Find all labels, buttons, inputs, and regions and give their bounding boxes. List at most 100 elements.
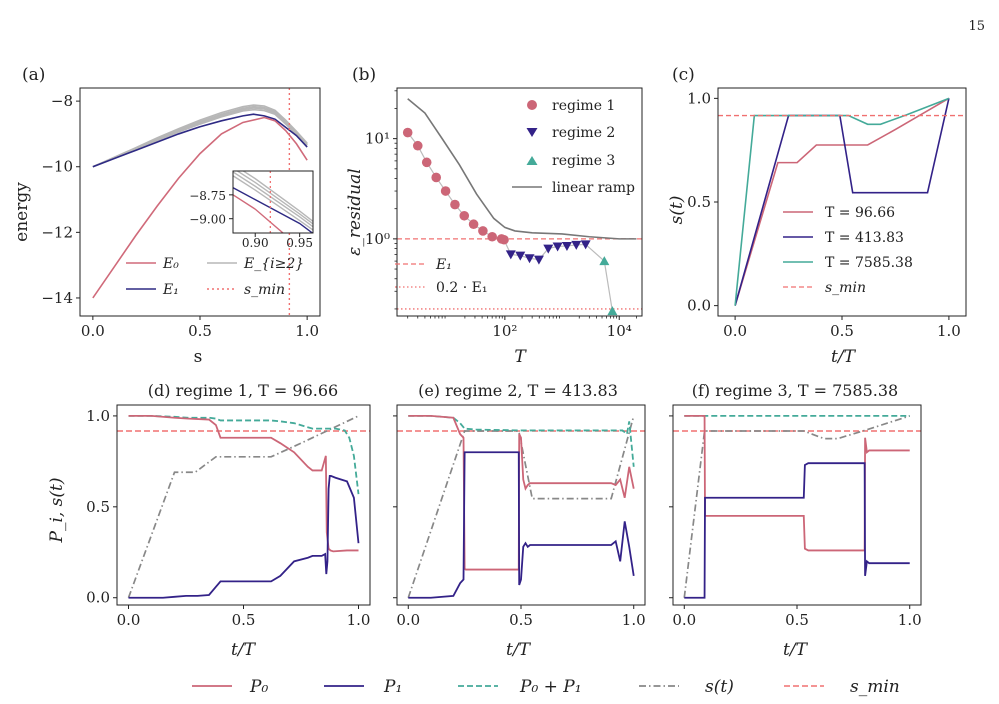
c-series-1 [734, 98, 950, 306]
legend-bottom: P₀ P₁ P₀ + P₁ s(t) s_min [192, 677, 900, 697]
d-xtick-label: 0.0 [117, 611, 141, 629]
b-regime2-point [533, 255, 544, 265]
legend-b: regime 1 regime 2 regime 3 linear ramp E… [395, 98, 635, 296]
panel-title-d: (d) regime 1, T = 96.66 [148, 381, 338, 400]
legend-b-linear-label: linear ramp [552, 180, 635, 196]
legend-p1-label: P₁ [383, 677, 402, 697]
c-ytick-label: 0.5 [687, 193, 711, 211]
b-regime2-point [543, 244, 554, 254]
legend-a: E₀ E_{i≥2} E₁ s_min [126, 256, 304, 298]
d-ytick-label: 1.0 [86, 407, 110, 425]
panel-label-a: (a) [22, 65, 45, 85]
b-regime1-point [478, 226, 488, 236]
ylabel-a: energy [12, 182, 32, 242]
b-regime2-point [505, 250, 516, 260]
a-series-3 [92, 108, 308, 168]
b-regime2-point [515, 251, 526, 261]
a-inset-xtick-label: 0.90 [242, 236, 269, 250]
a-series-5 [92, 104, 308, 168]
panel-e: 0.0 0.5 1.0 [393, 404, 646, 629]
c-plot-area [718, 97, 966, 306]
e-xtick-label: 0.0 [396, 611, 420, 629]
legend-c-t2-label: T = 413.83 [825, 230, 904, 246]
ylabel-c: s(t) [667, 196, 687, 225]
f-xtick-label: 0.0 [672, 611, 696, 629]
e-p1-line [408, 451, 635, 599]
b-frame [396, 87, 643, 317]
legend-smin-label: s_min [850, 677, 900, 697]
legend-b-regime1-label: regime 1 [552, 98, 615, 114]
xlabel-b: T [514, 347, 527, 367]
a-series-1 [92, 113, 308, 168]
xlabel-f: t/T [783, 640, 809, 660]
legend-c: T = 96.66 T = 413.83 T = 7585.38 s_min [783, 205, 913, 296]
panel-label-b: (b) [352, 65, 376, 85]
panel-label-c: (c) [672, 65, 695, 85]
legend-b-regime3-marker [526, 156, 538, 165]
c-ytick-label: 0.0 [687, 297, 711, 315]
a-ytick-label: −12 [41, 223, 73, 241]
page-number: 15 [968, 19, 985, 34]
a-xtick-label: 1.0 [295, 322, 319, 340]
panel-b: 10² 10⁴ 10⁰ 10¹ [365, 87, 643, 340]
c-ytick-label: 1.0 [687, 89, 711, 107]
a-inset-series-0 [233, 194, 285, 233]
d-frame [116, 404, 371, 606]
d-st-line [127, 415, 359, 599]
b-ytick-label: 10¹ [365, 130, 390, 148]
xlabel-e: t/T [506, 640, 532, 660]
legend-b-regime1-marker [527, 100, 537, 110]
a-inset-frame [232, 170, 314, 234]
b-regime1-point [440, 186, 451, 196]
xlabel-c: t/T [831, 347, 857, 367]
a-ytick-label: −8 [51, 92, 73, 110]
legend-c-smin-label: s_min [825, 280, 866, 296]
legend-b-regime2-marker [526, 128, 538, 137]
f-p0-line [684, 415, 910, 552]
a-ytick-label: −10 [41, 158, 73, 176]
d-ytick-label: 0.5 [86, 498, 110, 516]
a-series-2 [92, 105, 308, 168]
b-regime1-point [402, 127, 413, 138]
d-xtick-label: 0.5 [232, 611, 256, 629]
panel-a: 0.0 0.5 1.0 −14 −12 −10 −8 0.90 0.95 −8.75 −9.00 [41, 87, 321, 340]
b-regime2-point [580, 240, 591, 250]
a-ytick-label: −14 [41, 289, 73, 307]
legend-c-t1-label: T = 96.66 [825, 205, 895, 221]
d-ytick-label: 0.0 [86, 589, 110, 607]
c-xtick-label: 1.0 [937, 322, 961, 340]
e-xtick-label: 0.5 [509, 611, 533, 629]
a-plot-area [92, 104, 308, 299]
legend-a-e0-label: E₀ [162, 256, 179, 272]
f-st-line [683, 415, 910, 598]
b-regime1-point [431, 172, 441, 183]
xlabel-d: t/T [231, 640, 257, 660]
b-xtick-label: 10² [492, 322, 517, 340]
legend-a-smin-label: s_min [244, 282, 285, 298]
legend-b-regime2-label: regime 2 [552, 125, 615, 141]
a-inset-ytick-label: −8.75 [189, 189, 226, 203]
b-regime2-point [571, 240, 582, 250]
a-inset-series-4 [233, 171, 313, 228]
b-regime1-point [412, 140, 423, 151]
b-regime1-point [450, 199, 460, 210]
f-xtick-label: 1.0 [898, 611, 922, 629]
a-series-4 [92, 107, 308, 168]
b-ytick-label: 10⁰ [365, 230, 390, 248]
b-linear-ramp [407, 98, 637, 240]
panel-d: 0.0 0.5 1.0 0.0 0.5 1.0 [86, 404, 371, 629]
ylabel-d: P_i, s(t) [47, 477, 67, 543]
e-plot-area [397, 415, 645, 599]
a-xtick-label: 0.0 [81, 322, 105, 340]
a-inset-plot [233, 171, 313, 233]
legend-a-ehigh-label: E_{i≥2} [243, 256, 304, 272]
panel-title-e: (e) regime 2, T = 413.83 [418, 381, 618, 400]
panel-f: 0.0 0.5 1.0 [669, 404, 922, 629]
legend-a-e1-label: E₁ [162, 282, 179, 298]
a-series-0 [92, 116, 308, 299]
legend-p0-label: P₀ [249, 677, 268, 697]
legend-st-label: s(t) [705, 677, 734, 697]
c-series-0 [734, 97, 950, 306]
b-regime3-point [599, 256, 610, 266]
